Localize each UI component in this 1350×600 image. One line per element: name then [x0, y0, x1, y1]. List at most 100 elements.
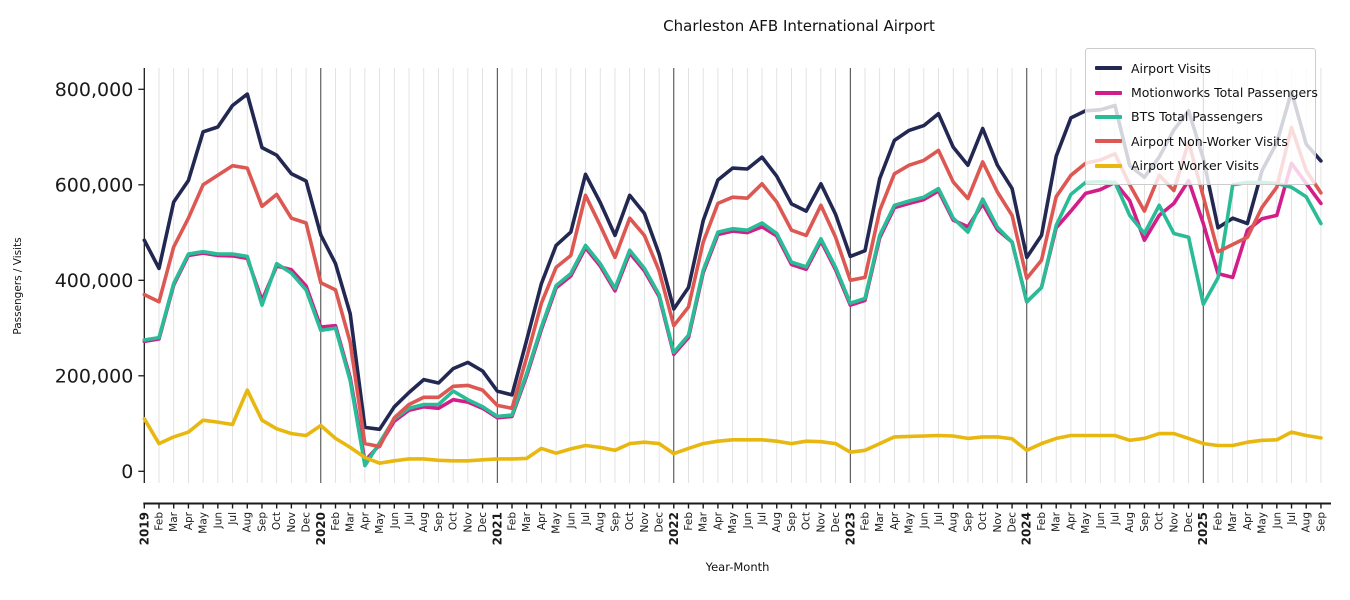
svg-text:May: May — [904, 512, 916, 534]
legend-swatch-motionworks-total-passengers — [1095, 90, 1122, 95]
svg-text:Aug: Aug — [418, 512, 430, 533]
svg-text:Sep: Sep — [609, 512, 621, 532]
legend-item-airport-non-worker-visits: Airport Non-Worker Visits — [1095, 129, 1306, 153]
legend-label-airport-non-worker-visits: Airport Non-Worker Visits — [1131, 133, 1288, 149]
svg-text:Aug: Aug — [595, 512, 607, 533]
svg-text:Mar: Mar — [1051, 511, 1063, 531]
svg-text:2023: 2023 — [843, 512, 857, 545]
svg-text:Sep: Sep — [962, 512, 974, 532]
svg-text:Jun: Jun — [918, 512, 930, 529]
svg-text:Jul: Jul — [1109, 512, 1121, 526]
svg-text:Oct: Oct — [977, 512, 989, 530]
svg-text:Oct: Oct — [624, 512, 636, 530]
svg-text:Apr: Apr — [359, 511, 371, 530]
legend: Airport Visits Motionworks Total Passeng… — [1085, 48, 1318, 185]
svg-text:2025: 2025 — [1196, 512, 1210, 545]
svg-text:Feb: Feb — [153, 512, 165, 531]
svg-text:2020: 2020 — [314, 512, 328, 545]
x-axis-label: Year-Month — [705, 560, 770, 574]
svg-text:0: 0 — [121, 461, 133, 483]
svg-text:2019: 2019 — [137, 512, 151, 545]
svg-text:Sep: Sep — [786, 512, 798, 532]
legend-label-airport-visits: Airport Visits — [1131, 60, 1211, 76]
legend-swatch-airport-visits — [1095, 66, 1122, 71]
svg-text:Mar: Mar — [1227, 511, 1239, 531]
legend-item-bts-total-passengers: BTS Total Passengers — [1095, 105, 1306, 129]
svg-text:Dec: Dec — [830, 512, 842, 533]
legend-item-motionworks-total-passengers: Motionworks Total Passengers — [1095, 80, 1318, 104]
svg-text:Aug: Aug — [1124, 512, 1136, 533]
legend-swatch-airport-non-worker-visits — [1095, 139, 1122, 144]
svg-text:Aug: Aug — [771, 512, 783, 533]
legend-item-airport-visits: Airport Visits — [1095, 56, 1306, 80]
svg-text:Apr: Apr — [889, 511, 901, 530]
svg-text:Jun: Jun — [212, 512, 224, 529]
svg-text:2024: 2024 — [1020, 512, 1034, 545]
svg-text:May: May — [551, 512, 563, 534]
svg-text:Jun: Jun — [742, 512, 754, 529]
svg-text:May: May — [1080, 512, 1092, 534]
svg-text:Dec: Dec — [654, 512, 666, 533]
legend-item-airport-worker-visits: Airport Worker Visits — [1095, 154, 1306, 178]
svg-text:Oct: Oct — [448, 512, 460, 530]
svg-text:Feb: Feb — [683, 512, 695, 531]
svg-text:Jun: Jun — [1095, 512, 1107, 529]
svg-text:Apr: Apr — [712, 511, 724, 530]
svg-text:Nov: Nov — [462, 512, 474, 533]
svg-text:May: May — [727, 512, 739, 534]
legend-label-airport-worker-visits: Airport Worker Visits — [1131, 158, 1259, 174]
svg-text:May: May — [374, 512, 386, 534]
chart-title: Charleston AFB International Airport — [0, 17, 1350, 35]
svg-text:Sep: Sep — [1139, 512, 1151, 532]
svg-text:Jun: Jun — [565, 512, 577, 529]
svg-text:200,000: 200,000 — [55, 365, 134, 387]
svg-text:Sep: Sep — [256, 512, 268, 532]
svg-text:Jul: Jul — [933, 512, 945, 526]
svg-text:2021: 2021 — [490, 512, 504, 545]
svg-text:Oct: Oct — [271, 512, 283, 530]
svg-text:Apr: Apr — [183, 511, 195, 530]
svg-text:Jul: Jul — [404, 512, 416, 526]
svg-text:Jun: Jun — [1271, 512, 1283, 529]
svg-text:Apr: Apr — [1242, 511, 1254, 530]
svg-text:Sep: Sep — [433, 512, 445, 532]
svg-text:Mar: Mar — [521, 511, 533, 531]
svg-text:Jul: Jul — [757, 512, 769, 526]
svg-text:Mar: Mar — [168, 511, 180, 531]
svg-text:Nov: Nov — [815, 512, 827, 533]
svg-text:Mar: Mar — [345, 511, 357, 531]
svg-text:Feb: Feb — [330, 512, 342, 531]
svg-text:Feb: Feb — [1212, 512, 1224, 531]
legend-label-bts-total-passengers: BTS Total Passengers — [1131, 109, 1263, 125]
svg-text:Mar: Mar — [874, 511, 886, 531]
svg-text:Oct: Oct — [1154, 512, 1166, 530]
svg-text:Oct: Oct — [801, 512, 813, 530]
svg-text:Sep: Sep — [1315, 512, 1327, 532]
svg-text:Aug: Aug — [1301, 512, 1313, 533]
svg-text:Jun: Jun — [389, 512, 401, 529]
svg-text:Dec: Dec — [301, 512, 313, 533]
chart-title-text: Charleston AFB International Airport — [663, 17, 935, 35]
svg-text:2022: 2022 — [667, 512, 681, 545]
svg-text:Nov: Nov — [286, 512, 298, 533]
svg-text:Feb: Feb — [506, 512, 518, 531]
svg-text:Nov: Nov — [992, 512, 1004, 533]
svg-text:Nov: Nov — [639, 512, 651, 533]
svg-text:Nov: Nov — [1168, 512, 1180, 533]
svg-text:Feb: Feb — [859, 512, 871, 531]
svg-text:Dec: Dec — [1183, 512, 1195, 533]
svg-text:Apr: Apr — [1065, 511, 1077, 530]
svg-text:Aug: Aug — [242, 512, 254, 533]
svg-text:May: May — [1257, 512, 1269, 534]
svg-text:800,000: 800,000 — [55, 79, 134, 101]
svg-text:Jul: Jul — [580, 512, 592, 526]
legend-swatch-bts-total-passengers — [1095, 114, 1122, 119]
svg-text:Jul: Jul — [1286, 512, 1298, 526]
svg-text:Dec: Dec — [1007, 512, 1019, 533]
legend-label-motionworks-total-passengers: Motionworks Total Passengers — [1131, 85, 1318, 101]
svg-text:Jul: Jul — [227, 512, 239, 526]
svg-text:600,000: 600,000 — [55, 174, 134, 196]
svg-text:May: May — [198, 512, 210, 534]
